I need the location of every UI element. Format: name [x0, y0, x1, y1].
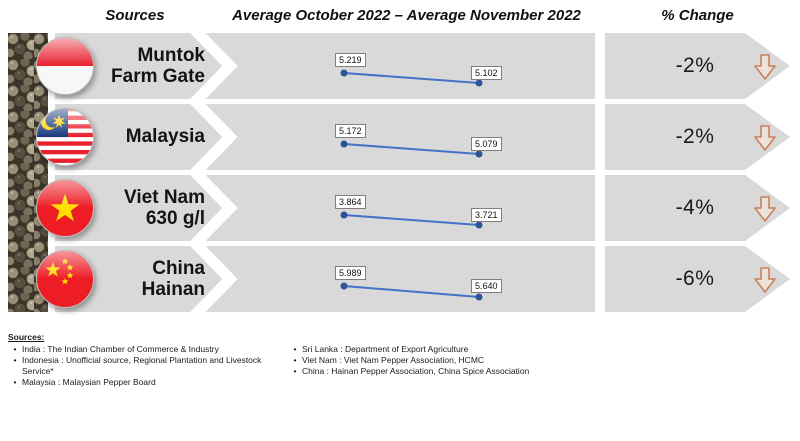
down-arrow-icon — [754, 196, 776, 222]
sources-column-header: Sources — [105, 7, 165, 24]
indonesia-flag-icon — [35, 36, 95, 96]
october-value-label: 5.219 — [335, 53, 366, 67]
row-label: Malaysia — [70, 104, 205, 170]
row-band — [55, 246, 595, 312]
november-value-label: 5.079 — [471, 137, 502, 151]
october-value-label: 3.864 — [335, 195, 366, 209]
source-item: Malaysia : Malaysian Pepper Board — [22, 377, 156, 387]
row-label-line2: Farm Gate — [111, 66, 205, 87]
trend-line — [340, 69, 483, 87]
vietnam-flag-icon — [35, 178, 95, 238]
china-flag-icon — [35, 249, 95, 309]
row-label-line1: China — [152, 257, 205, 279]
pct-change-value: -4% — [675, 196, 715, 219]
source-item: Sri Lanka : Department of Export Agricul… — [302, 344, 469, 354]
trend-line — [340, 140, 483, 158]
sources-right-column: • Sri Lanka : Department of Export Agricu… — [288, 344, 608, 388]
november-value-label: 5.640 — [471, 279, 502, 293]
table-row-muntok: Muntok Farm Gate 5.219 5.102 -2% — [0, 33, 800, 99]
october-value-label: 5.172 — [335, 124, 366, 138]
table-row-vietnam: Viet Nam 630 g/l 3.864 3.721 -4% — [0, 175, 800, 241]
row-label-line1: Malaysia — [125, 126, 205, 148]
table-row-china: China Hainan 5.989 5.640 -6% — [0, 246, 800, 312]
down-arrow-icon — [754, 267, 776, 293]
down-arrow-icon — [754, 125, 776, 151]
row-label-line1: Viet Nam — [124, 186, 205, 208]
period-column-header: Average October 2022 – Average November … — [232, 7, 581, 24]
bullet-icon: • — [13, 377, 17, 387]
source-item: Viet Nam : Viet Nam Pepper Association, … — [302, 355, 485, 365]
november-value-label: 5.102 — [471, 66, 502, 80]
pct-change-value: -2% — [675, 54, 715, 77]
row-band — [55, 33, 595, 99]
row-label: Viet Nam 630 g/l — [70, 175, 205, 241]
trend-line — [340, 211, 483, 229]
source-item: Indonesia : Unofficial source, Regional … — [22, 355, 262, 376]
sources-footnote: Sources: • India : The Indian Chamber of … — [8, 332, 788, 388]
row-label: China Hainan — [70, 246, 205, 312]
row-label-line2: 630 g/l — [145, 208, 205, 229]
row-label-line2: Hainan — [141, 279, 205, 300]
pct-change-value: -6% — [675, 267, 715, 290]
sources-footnote-title: Sources: — [8, 332, 45, 342]
row-band — [55, 175, 595, 241]
row-label: Muntok Farm Gate — [70, 33, 205, 99]
bullet-icon: • — [293, 344, 297, 354]
malaysia-flag-icon — [35, 107, 95, 167]
table-row-malaysia: Malaysia 5.172 5.079 -2% — [0, 104, 800, 170]
bullet-icon: • — [13, 355, 17, 365]
source-item: India : The Indian Chamber of Commerce &… — [22, 344, 219, 354]
bullet-icon: • — [293, 355, 297, 365]
november-value-label: 3.721 — [471, 208, 502, 222]
down-arrow-icon — [754, 54, 776, 80]
row-label-line1: Muntok — [137, 44, 205, 66]
pct-change-value: -2% — [675, 125, 715, 148]
trend-line — [340, 282, 483, 301]
bullet-icon: • — [13, 344, 17, 354]
bullet-icon: • — [293, 366, 297, 376]
sources-left-column: • India : The Indian Chamber of Commerce … — [8, 344, 284, 388]
change-column-header: % Change — [661, 7, 734, 24]
source-item: China : Hainan Pepper Association, China… — [302, 366, 530, 376]
row-band — [55, 104, 595, 170]
october-value-label: 5.989 — [335, 266, 366, 280]
